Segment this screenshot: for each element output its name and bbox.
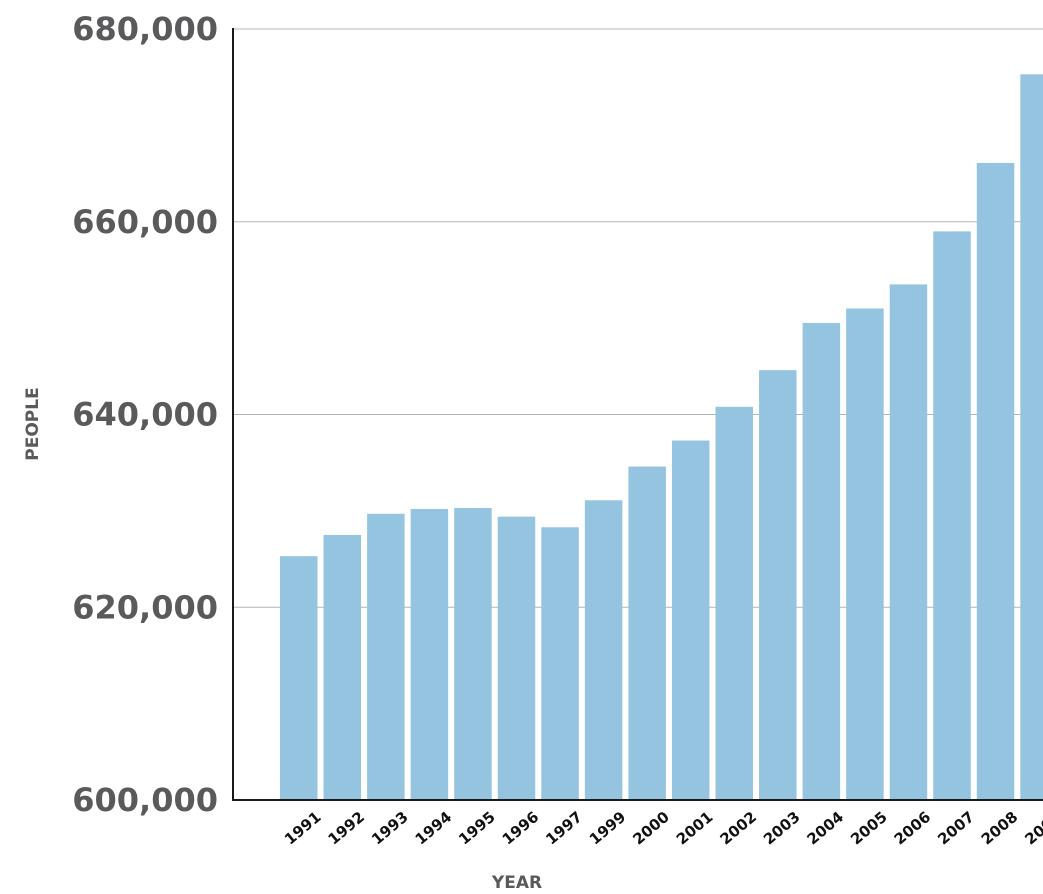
x-tick-label: 2007 (934, 808, 978, 849)
x-tick-label: 2008 (978, 808, 1022, 849)
axes (232, 28, 1043, 801)
bar-1994 (410, 508, 449, 800)
x-tick-label: 2002 (717, 808, 761, 849)
x-tick-label: 2001 (673, 808, 717, 849)
bar-2006 (889, 284, 928, 800)
x-tick-label: 2006 (891, 808, 935, 849)
bar-1997 (541, 527, 579, 800)
y-tick-labels: 600,000 620,000 640,000 660,000 680,000 (72, 10, 218, 819)
x-tick-labels: 1991 1992 1993 1994 1995 1996 1997 1999 2000 2001… (281, 808, 1043, 849)
bar-1995 (454, 507, 492, 800)
bar-2005 (846, 308, 884, 800)
x-tick-label: 1997 (542, 808, 586, 849)
bar-2009 (1020, 74, 1043, 801)
x-tick-label: 2000 (629, 808, 673, 849)
bar-1993 (367, 513, 405, 800)
x-axis-title: YEAR (491, 873, 542, 893)
x-tick-label: 1995 (455, 808, 499, 849)
bar-1999 (584, 500, 623, 800)
y-tick-label: 680,000 (72, 10, 218, 48)
x-tick-label: 2005 (847, 808, 891, 849)
bar-1992 (323, 534, 362, 800)
x-tick-label: 2004 (804, 808, 848, 849)
bar-2003 (759, 370, 797, 800)
bar-2008 (976, 162, 1015, 800)
y-tick-label: 660,000 (72, 203, 218, 241)
bar-1991 (280, 556, 318, 800)
y-tick-label: 640,000 (72, 396, 218, 434)
x-tick-label: 1996 (499, 808, 543, 849)
bar-2001 (671, 440, 710, 800)
bar-1996 (497, 516, 536, 800)
bars (280, 74, 1043, 801)
bar-2004 (802, 322, 841, 800)
x-tick-label: 1994 (412, 808, 456, 849)
x-tick-label: 1992 (325, 808, 369, 849)
x-tick-label: 1993 (368, 808, 412, 849)
y-axis-title: PEOPLE (23, 387, 43, 460)
x-tick-label: 1999 (586, 808, 630, 849)
x-tick-label: 1991 (281, 808, 325, 849)
bar-2007 (933, 231, 971, 800)
bar-2000 (628, 466, 666, 800)
y-tick-label: 600,000 (72, 781, 218, 819)
x-tick-label: 2009 (1021, 808, 1043, 849)
bar-2002 (715, 406, 753, 800)
x-tick-label: 2003 (760, 808, 804, 849)
y-tick-label: 620,000 (72, 588, 218, 626)
